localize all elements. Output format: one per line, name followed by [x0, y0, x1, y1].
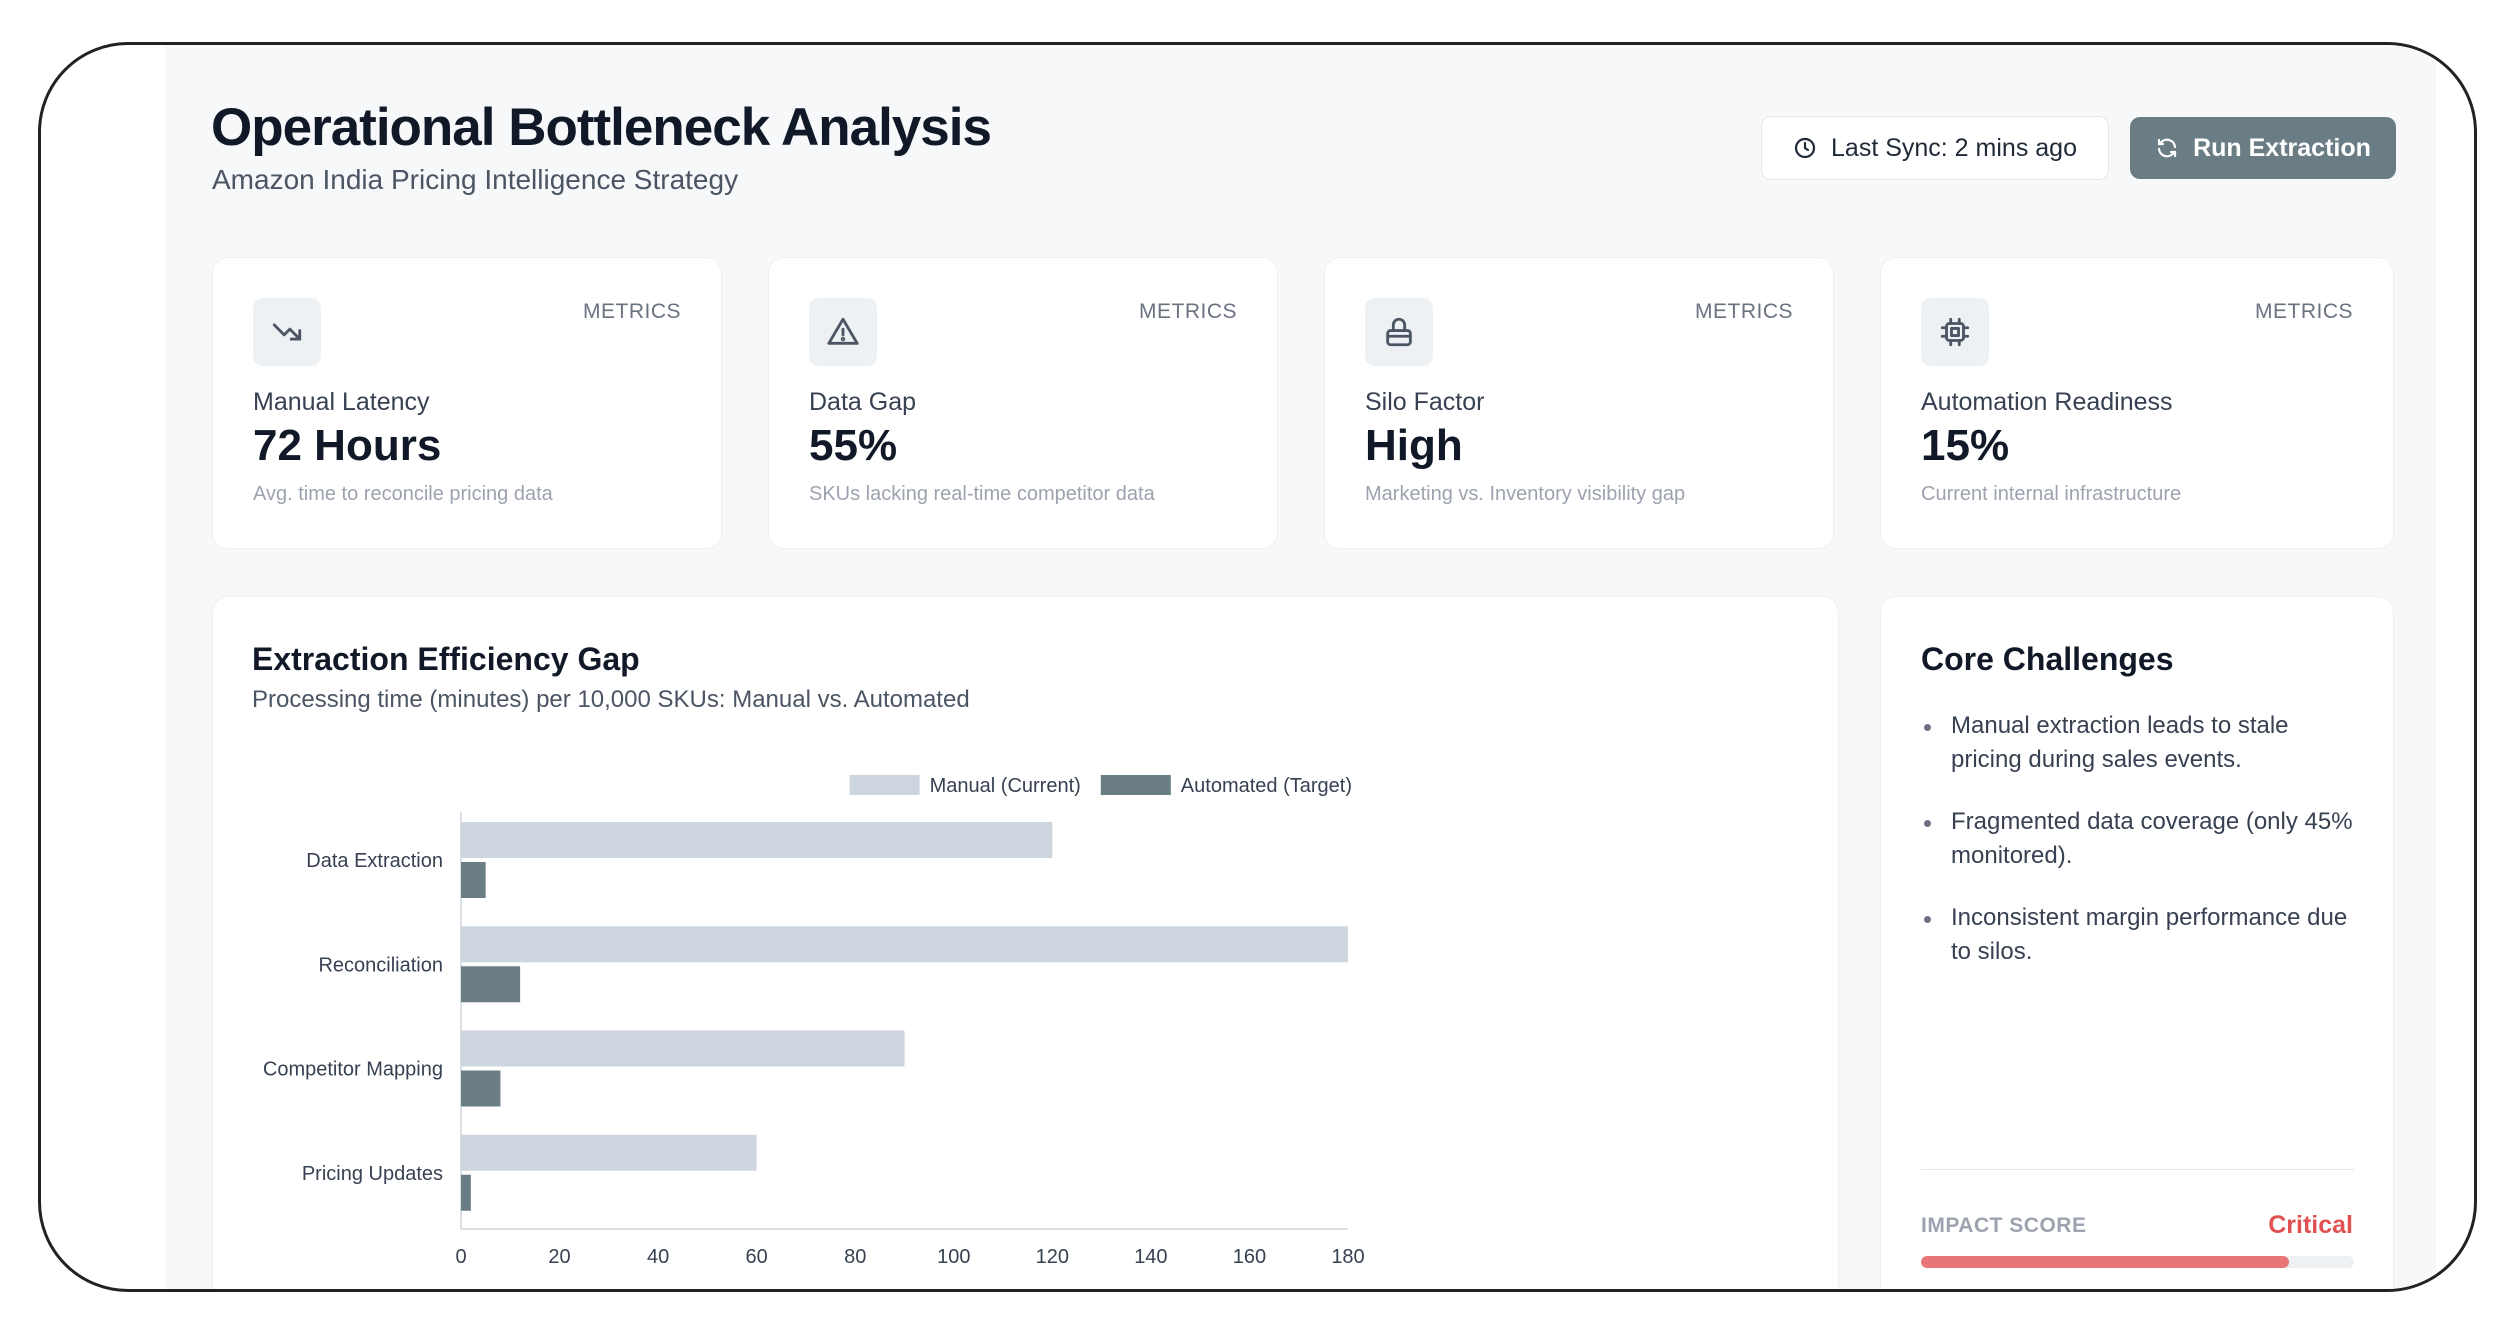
metric-description: SKUs lacking real-time competitor data [809, 483, 1155, 505]
category-label: Reconciliation [318, 954, 443, 976]
category-label: Pricing Updates [302, 1163, 443, 1185]
x-tick-label: 60 [746, 1246, 768, 1268]
metric-description: Current internal infrastructure [1921, 483, 2182, 505]
refresh-icon [2157, 138, 2177, 158]
bar-automated [461, 862, 486, 898]
core-challenges-card: Core Challenges Manual extraction leads … [1880, 596, 2394, 1289]
clock-icon [1794, 137, 1816, 159]
metric-value: 55% [809, 421, 898, 470]
metric-description: Avg. time to reconcile pricing data [253, 483, 553, 505]
x-tick-label: 120 [1036, 1246, 1069, 1268]
impact-score-label: IMPACT SCORE [1921, 1214, 2087, 1237]
challenge-item: Fragmented data coverage (only 45% monit… [1921, 805, 2361, 873]
metric-description: Marketing vs. Inventory visibility gap [1365, 483, 1686, 505]
category-label: Competitor Mapping [263, 1059, 443, 1081]
window-frame: Operational Bottleneck Analysis Amazon I… [38, 42, 2477, 1292]
x-tick-label: 20 [548, 1246, 570, 1268]
legend-swatch [849, 775, 920, 795]
metric-label: Automation Readiness [1921, 388, 2173, 416]
trending-down-icon [272, 323, 302, 341]
metric-value: 15% [1921, 421, 2010, 470]
x-tick-label: 80 [844, 1246, 866, 1268]
bar-automated [461, 966, 521, 1003]
chart-title: Extraction Efficiency Gap [252, 641, 640, 677]
metric-card-manual-latency: METRICS Manual Latency 72 Hours Avg. tim… [212, 257, 722, 549]
metric-card-data-gap: METRICS Data Gap 55% SKUs lacking real-t… [768, 257, 1278, 549]
impact-score-bar [1921, 1256, 2354, 1268]
impact-score-fill [1921, 1256, 2290, 1268]
bar-manual [461, 1134, 757, 1171]
page-subtitle: Amazon India Pricing Intelligence Strate… [212, 164, 739, 195]
x-tick-label: 100 [937, 1246, 970, 1268]
x-tick-label: 40 [647, 1246, 669, 1268]
metric-tag: METRICS [1695, 300, 1793, 323]
x-tick-label: 180 [1331, 1246, 1364, 1268]
legend-label: Automated (Target) [1181, 775, 1352, 797]
impact-score-value: Critical [2268, 1211, 2353, 1239]
last-sync-badge[interactable]: Last Sync: 2 mins ago [1761, 116, 2109, 180]
metric-card-silo-factor: METRICS Silo Factor High Marketing vs. I… [1324, 257, 1834, 549]
challenge-item: Manual extraction leads to stale pricing… [1921, 709, 2361, 777]
x-tick-label: 160 [1233, 1246, 1266, 1268]
metric-icon-box [1365, 298, 1433, 366]
metric-label: Data Gap [809, 388, 917, 416]
bar-manual [461, 822, 1053, 858]
x-tick-label: 140 [1134, 1246, 1167, 1268]
last-sync-label: Last Sync: 2 mins ago [1831, 133, 2077, 162]
lock-icon [1386, 317, 1412, 347]
category-label: Data Extraction [306, 850, 443, 872]
bar-manual [461, 1030, 905, 1067]
warning-triangle-icon [827, 317, 859, 345]
metric-tag: METRICS [583, 300, 681, 323]
efficiency-gap-chart: Data Extraction Reconciliation Competitor … [263, 775, 1365, 1268]
legend-label: Manual (Current) [930, 775, 1081, 797]
divider [1921, 1169, 2354, 1170]
chart-subtitle: Processing time (minutes) per 10,000 SKU… [252, 686, 970, 713]
page-title: Operational Bottleneck Analysis [211, 98, 992, 157]
metric-label: Manual Latency [253, 388, 430, 416]
run-extraction-button[interactable]: Run Extraction [2130, 117, 2396, 179]
challenges-title: Core Challenges [1921, 641, 2174, 677]
metric-icon-box [253, 298, 321, 366]
bar-automated [461, 1174, 471, 1211]
challenges-list: Manual extraction leads to stale pricing… [1921, 709, 2361, 997]
run-extraction-label: Run Extraction [2193, 133, 2371, 162]
bar-manual [461, 926, 1348, 963]
efficiency-chart-card: Extraction Efficiency Gap Processing tim… [212, 596, 1839, 1289]
metric-icon-box [1921, 298, 1989, 366]
cpu-chip-icon [1940, 317, 1970, 347]
challenge-item: Inconsistent margin performance due to s… [1921, 901, 2361, 969]
metric-card-automation-readiness: METRICS Automation Readiness 15% Current… [1880, 257, 2394, 549]
x-tick-label: 0 [455, 1246, 466, 1268]
bar-automated [461, 1070, 501, 1107]
metric-label: Silo Factor [1365, 388, 1485, 416]
metric-value: High [1365, 421, 1463, 470]
metric-tag: METRICS [2255, 300, 2353, 323]
metric-value: 72 Hours [253, 421, 442, 470]
metric-icon-box [809, 298, 877, 366]
legend-swatch [1100, 775, 1171, 795]
metric-tag: METRICS [1139, 300, 1237, 323]
